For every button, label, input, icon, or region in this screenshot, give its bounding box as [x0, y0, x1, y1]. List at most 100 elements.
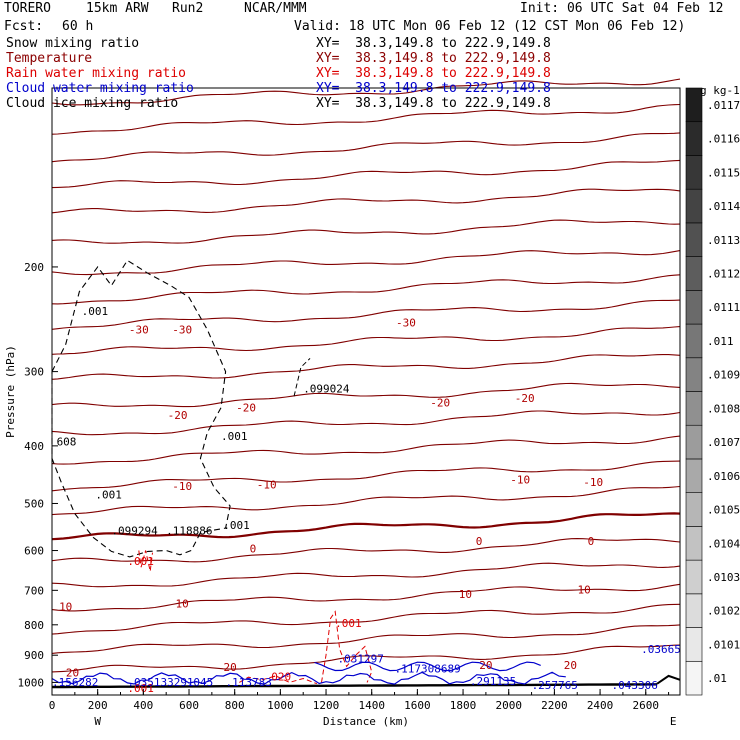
x-tick-label: 600: [179, 699, 199, 712]
isotherm-line: [51, 326, 681, 355]
isotherm-label: -20: [430, 396, 450, 409]
isotherm-label: 10: [577, 584, 590, 597]
cloud-ice-contours: [51, 259, 311, 558]
isotherm-label: -10: [257, 479, 277, 492]
colorbar-tick-label: .0105: [707, 504, 740, 517]
isotherm-label: -20: [515, 392, 535, 405]
isotherm-line: [51, 512, 681, 541]
colorbar-tick-label: .0116: [707, 133, 740, 146]
x-tick-label: 1800: [450, 699, 477, 712]
x-tick-label: 2400: [587, 699, 614, 712]
cloud-water-label: .043306: [611, 679, 657, 692]
run: Run2: [172, 1, 204, 16]
colorbar-cell: [685, 188, 703, 224]
cloud-ice-label: .001: [221, 430, 248, 443]
y-axis-title: Pressure (hPa): [4, 345, 17, 438]
colorbar-tick-label: .0117: [707, 99, 740, 112]
y-tick-label: 600: [24, 545, 44, 558]
isotherm-label: 20: [564, 659, 577, 672]
rain-label: 020: [271, 671, 291, 684]
isotherm-label: -30: [396, 316, 416, 329]
isotherm-line: [51, 562, 681, 588]
field-cloudwater-name: Cloud water mixing ratio: [6, 81, 194, 96]
cloud-water-label: .035133291: [127, 676, 193, 689]
colorbar-cell: [685, 593, 703, 628]
isotherm-line: [51, 132, 681, 163]
x-tick-label: 0: [49, 699, 56, 712]
rain-contour: [321, 610, 373, 683]
isotherm-label: 20: [223, 661, 236, 674]
colorbar-tick-label: .0114: [707, 200, 740, 213]
x-tick-label: 1000: [267, 699, 294, 712]
cloud-ice-contour: [51, 259, 231, 558]
field-ice-xy: XY= 38.3,149.8 to 222.9,149.8: [316, 96, 551, 111]
field-ice-name: Cloud ice mixing ratio: [6, 96, 179, 111]
isotherm-line: [51, 435, 681, 465]
ground-surface-line: [52, 683, 658, 689]
west-label: W: [94, 715, 101, 728]
rain-contours: [138, 550, 373, 685]
cloud-ice-label: .099024: [303, 382, 350, 395]
temperature-contours: [51, 78, 681, 689]
colorbar-unit-label: g kg-1: [700, 84, 740, 97]
rain-label: .001: [127, 555, 154, 568]
cloud-water-label: .291135: [470, 675, 516, 688]
isotherm-label: -10: [172, 480, 192, 493]
isotherm-line: [51, 103, 681, 135]
colorbar-cell: [685, 121, 703, 156]
isotherm-label: 0: [250, 542, 257, 555]
isotherm-line: [51, 274, 681, 305]
isotherm-line: [51, 624, 681, 654]
isotherm-line: [51, 159, 681, 189]
valid-time: Valid: 18 UTC Mon 06 Feb 12 (12 CST Mon …: [294, 19, 686, 34]
rain-contour: [138, 550, 153, 572]
fcst-value: 60 h: [62, 19, 94, 34]
isotherm-label: -20: [236, 402, 256, 415]
cloud-ice-contour: [293, 358, 311, 397]
y-tick-label: 900: [24, 649, 44, 662]
isotherm-label: -30: [172, 324, 192, 337]
cloud-water-label: .257765: [532, 679, 578, 692]
colorbar-tick-label: .0111: [707, 301, 740, 314]
x-tick-label: 2000: [495, 699, 522, 712]
org: NCAR/MMM: [244, 1, 307, 16]
cloud-ice-label: 608: [57, 435, 77, 448]
isotherm-line: [51, 78, 681, 106]
colorbar-cell: [685, 424, 703, 460]
cloud-water-label: .031297: [337, 653, 383, 666]
isotherm-line: [51, 485, 681, 516]
colorbar-tick-label: .0104: [707, 537, 740, 550]
colorbar-cell: [685, 492, 703, 527]
plot-frame: [51, 87, 681, 696]
field-temp-name: Temperature: [6, 51, 93, 66]
colorbar-cell: [685, 222, 703, 257]
isotherm-label: -10: [510, 474, 530, 487]
isotherm-label: -30: [129, 324, 149, 337]
isotherm-line: [51, 583, 681, 612]
colorbar-tick-label: .0108: [707, 402, 740, 415]
colorbar-cell: [685, 627, 703, 662]
rain-label: .001: [335, 617, 362, 630]
field-rain-name: Rain water mixing ratio: [6, 66, 187, 81]
field-temp-xy: XY= 38.3,149.8 to 222.9,149.8: [316, 51, 551, 66]
isotherm-line: [51, 354, 681, 380]
colorbar-tick-label: .01: [707, 672, 727, 685]
cloud-water-label: .156282: [52, 676, 98, 689]
colorbar-cell: [685, 660, 703, 696]
y-tick-label: 400: [24, 440, 44, 453]
isotherm-line: [51, 538, 681, 563]
field-snow-xy: XY= 38.3,149.8 to 222.9,149.8: [316, 36, 551, 51]
isotherm-line: [51, 644, 681, 673]
fcst-label: Fcst:: [4, 19, 44, 34]
x-tick-label: 2600: [632, 699, 659, 712]
field-snow-name: Snow mixing ratio: [6, 36, 140, 51]
cloud-ice-label: .001: [95, 489, 122, 502]
cloud-ice-label: .118886: [166, 524, 212, 537]
east-label: E: [670, 715, 677, 728]
cloud-water-contours: [51, 661, 566, 685]
x-tick-label: 1600: [404, 699, 431, 712]
cloud-water-label: .117308689: [395, 662, 461, 675]
cloud-water-label: .113783: [226, 676, 272, 689]
colorbar-cell: [685, 357, 703, 392]
